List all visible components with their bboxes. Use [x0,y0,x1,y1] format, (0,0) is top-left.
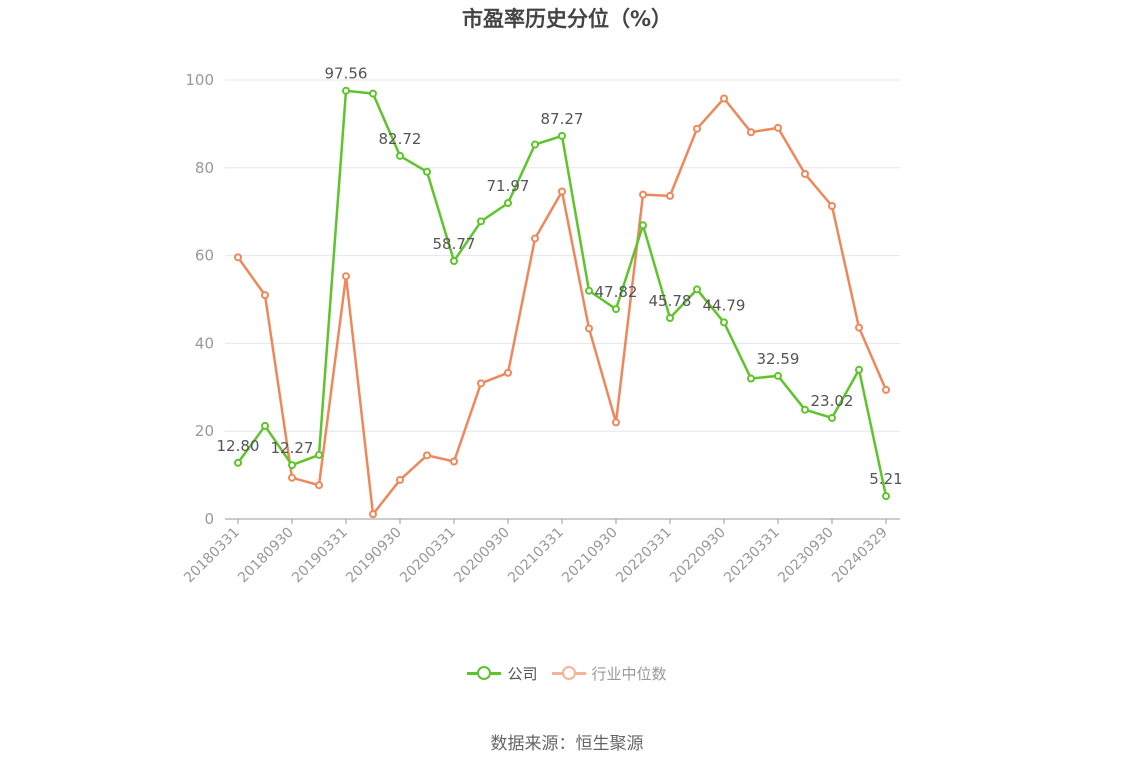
x-tick-label: 20190331 [289,525,351,587]
data-point-industry-median [288,473,296,482]
legend-company-label: 公司 [507,665,538,683]
data-label: 47.82 [595,283,638,301]
data-point-industry-median [342,272,350,281]
data-point-company [774,371,782,380]
data-point-industry-median [882,385,890,394]
chart-title: 市盈率历史分位（%） [461,7,673,31]
data-point-industry-median [558,187,566,196]
data-point-industry-median [261,291,269,300]
x-tick-label: 20200930 [451,525,513,587]
data-labels: 12.80 12.27 97.56 82.72 58.77 71.97 87.27 47.82… [217,65,903,488]
data-point-company [585,286,593,295]
data-point-company [288,461,296,470]
y-tick-label: 40 [195,334,214,352]
data-label: 12.27 [271,439,314,457]
data-point-company [693,285,701,294]
series-line-industry-median [236,97,888,516]
x-tick-label: 20220930 [667,525,729,587]
data-point-industry-median [450,457,458,466]
data-point-company [801,405,809,414]
data-point-industry-median [234,253,242,262]
legend-industry-median-label: 行业中位数 [591,665,667,683]
data-point-industry-median [504,368,512,377]
data-point-company [882,492,890,501]
data-label: 32.59 [757,350,800,368]
data-point-company [423,167,431,176]
data-source: 数据来源：恒生聚源 [490,734,644,754]
data-label: 97.56 [325,65,368,83]
data-point-industry-median [585,324,593,333]
x-tick-label: 20200331 [397,525,459,587]
axes: 0 20 40 60 80 100 2018033120180930201903312019… [181,71,900,586]
data-label: 5.21 [869,470,902,488]
data-point-industry-median [612,418,620,427]
data-point-industry-median [396,475,404,484]
x-tick-label: 20190930 [343,525,405,587]
data-point-company [747,374,755,383]
data-point-company [531,140,539,149]
data-point-industry-median [369,510,377,519]
data-point-industry-median [801,169,809,178]
y-tick-label: 80 [195,159,214,177]
legend-company-swatch [467,666,502,680]
y-tick-label: 60 [195,247,214,265]
data-point-company [315,450,323,459]
data-point-company [261,421,269,430]
data-point-company [639,221,647,230]
data-point-company [855,365,863,374]
data-label: 71.97 [487,177,530,195]
series-lines [234,86,890,519]
data-point-company [342,86,350,95]
x-tick-label: 20230331 [721,525,783,587]
data-point-company [504,199,512,208]
data-point-industry-median [423,451,431,460]
data-label: 58.77 [433,235,476,253]
data-point-industry-median [693,124,701,133]
x-tick-label: 20210930 [559,525,621,587]
legend: 公司 行业中位数 [0,663,1134,684]
y-tick-label: 20 [195,422,214,440]
data-label: 82.72 [379,130,422,148]
y-tick-label: 0 [204,510,214,528]
data-point-industry-median [639,190,647,199]
data-point-industry-median [747,128,755,137]
data-point-industry-median [774,123,782,132]
data-point-company [558,131,566,140]
data-point-industry-median [315,481,323,490]
series-line-company [236,89,888,497]
data-point-industry-median [531,234,539,243]
x-tick-label: 20240329 [829,525,891,587]
data-point-industry-median [477,379,485,388]
data-point-company [396,151,404,160]
x-tick-label: 20210331 [505,525,567,587]
x-tick-label: 20180930 [235,525,297,587]
data-label: 87.27 [541,110,584,128]
data-point-company [828,413,836,422]
data-point-company [369,89,377,98]
data-point-company [234,458,242,467]
data-label: 45.78 [649,292,692,310]
data-point-company [612,305,620,314]
x-tick-label: 20230930 [775,525,837,587]
data-point-industry-median [666,191,674,200]
x-tick-label: 20220331 [613,525,675,587]
data-point-company [666,314,674,323]
data-point-company [450,256,458,265]
data-label: 12.80 [217,437,260,455]
legend-item-industry-median[interactable]: 行业中位数 [551,663,667,684]
data-point-company [720,318,728,327]
data-point-industry-median [828,201,836,210]
data-point-company [477,217,485,226]
data-point-industry-median [720,94,728,103]
legend-item-company[interactable]: 公司 [467,663,538,684]
legend-industry-median-swatch [551,666,586,680]
y-tick-label: 100 [185,71,214,89]
line-chart: 0 20 40 60 80 100 2018033120180930201903312019… [181,65,903,587]
data-label: 23.02 [811,392,854,410]
data-label: 44.79 [703,296,746,314]
x-tick-label: 20180331 [181,525,243,587]
data-point-industry-median [855,323,863,332]
